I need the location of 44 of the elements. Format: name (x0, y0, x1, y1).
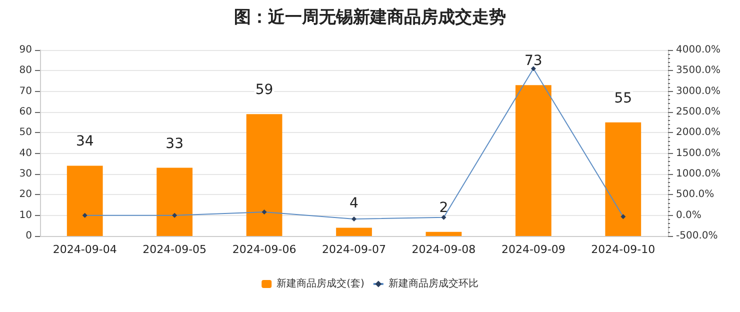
y2-tick-label: 4000.0% (676, 44, 720, 56)
y-tick-label: 90 (19, 44, 32, 56)
bar (246, 114, 282, 236)
y-tick-label: 10 (19, 210, 32, 221)
data-label: 33 (166, 136, 184, 152)
y2-tick-label: 1500.0% (676, 148, 720, 159)
y-tick-label: 80 (19, 65, 32, 76)
y-tick-label: 20 (19, 189, 32, 200)
y-tick-label: 0 (26, 230, 32, 242)
y-tick-label: 30 (19, 168, 32, 180)
bar (605, 122, 642, 236)
y-tick-label: 60 (19, 106, 32, 118)
y2-tick-label: -500.0% (676, 230, 718, 242)
bar (156, 168, 193, 236)
bar (515, 85, 552, 236)
data-label: 34 (76, 134, 94, 150)
y2-tick-label: 0.0% (676, 210, 702, 221)
data-label: 73 (524, 53, 542, 70)
x-tick-label: 2024-09-05 (142, 243, 207, 256)
x-tick-label: 2024-09-07 (322, 243, 386, 256)
data-label: 55 (614, 90, 632, 106)
y2-tick-label: 2500.0% (676, 106, 720, 118)
x-tick-label: 2024-09-09 (501, 243, 566, 256)
data-label: 59 (255, 82, 274, 98)
y2-tick-label: 1000.0% (676, 168, 720, 180)
x-tick-label: 2024-09-10 (591, 243, 656, 256)
y-tick-label: 50 (19, 127, 32, 138)
legend-label: 新建商品房成交(套) (276, 278, 364, 290)
x-tick-label: 2024-09-08 (412, 243, 476, 256)
bar (66, 166, 103, 236)
y2-tick-label: 3500.0% (676, 65, 720, 76)
y-tick-label: 40 (19, 148, 32, 159)
bar (426, 232, 462, 236)
y2-tick-label: 2000.0% (676, 127, 720, 138)
chart-title: 图：近一周无锡新建商品房成交走势 (234, 8, 506, 28)
y2-tick-label: 3000.0% (676, 86, 720, 97)
data-label: 4 (350, 196, 359, 212)
x-tick-label: 2024-09-04 (52, 243, 117, 256)
y2-tick-label: 500.0% (676, 189, 714, 200)
data-label: 2 (439, 200, 448, 216)
x-tick-label: 2024-09-06 (232, 243, 296, 256)
legend-label: 新建商品房成交环比 (388, 278, 478, 290)
y-tick-label: 70 (19, 86, 32, 97)
bar (336, 228, 372, 236)
